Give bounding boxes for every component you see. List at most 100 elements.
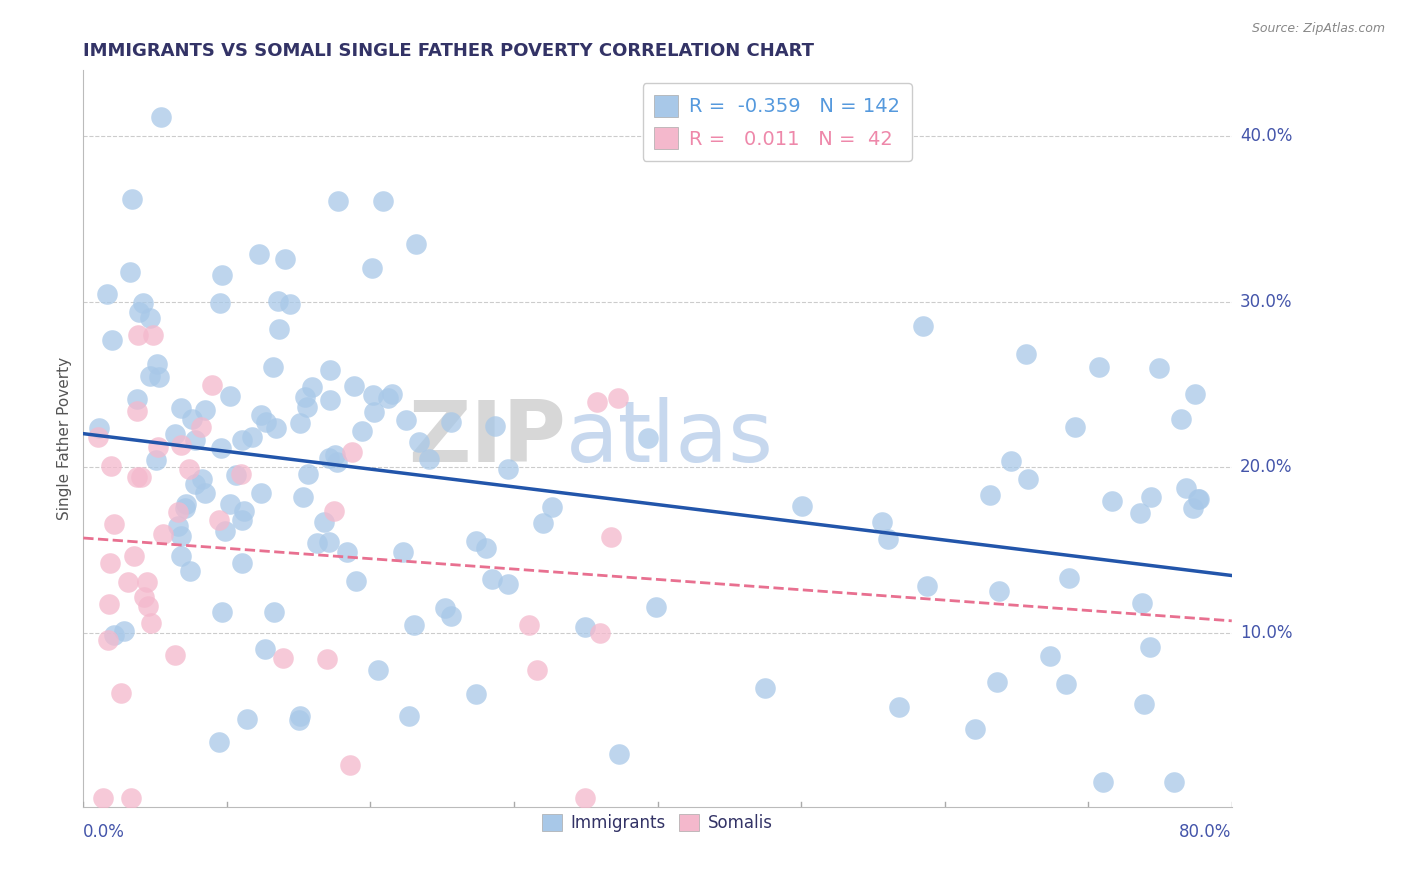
Point xyxy=(274,252,297,266)
Point xyxy=(574,791,596,805)
Point xyxy=(1139,640,1161,654)
Point xyxy=(1101,494,1123,508)
Point xyxy=(361,261,384,276)
Point xyxy=(1015,347,1038,361)
Point xyxy=(481,573,503,587)
Point xyxy=(754,681,776,696)
Point xyxy=(254,642,277,657)
Point xyxy=(1187,492,1209,507)
Point xyxy=(1188,491,1211,506)
Point xyxy=(125,469,148,483)
Point xyxy=(132,296,155,310)
Point xyxy=(98,557,121,571)
Point xyxy=(191,472,214,486)
Point xyxy=(118,264,141,278)
Point xyxy=(127,327,149,342)
Point xyxy=(326,194,349,208)
Point xyxy=(170,438,193,452)
Text: 40.0%: 40.0% xyxy=(1240,127,1292,145)
Point xyxy=(1140,490,1163,504)
Point xyxy=(402,618,425,632)
Point xyxy=(294,390,316,404)
Point xyxy=(790,500,813,514)
Point xyxy=(395,413,418,427)
Point xyxy=(408,434,430,449)
Point xyxy=(1092,775,1115,789)
Point xyxy=(148,369,170,384)
Point xyxy=(136,575,159,590)
Point xyxy=(219,497,242,511)
Point xyxy=(194,403,217,417)
Point xyxy=(301,379,323,393)
Point xyxy=(249,408,271,422)
Point xyxy=(606,391,628,405)
Point xyxy=(152,527,174,541)
Point xyxy=(266,294,288,309)
Point xyxy=(288,708,311,723)
Text: 30.0%: 30.0% xyxy=(1240,293,1292,310)
Point xyxy=(170,528,193,542)
Text: 10.0%: 10.0% xyxy=(1240,624,1292,642)
Point xyxy=(1163,775,1185,789)
Point xyxy=(273,651,295,665)
Point xyxy=(1170,412,1192,426)
Point xyxy=(323,504,346,518)
Point xyxy=(589,625,612,640)
Point xyxy=(208,512,231,526)
Point xyxy=(125,392,148,406)
Point xyxy=(373,194,395,209)
Point xyxy=(475,541,498,555)
Point xyxy=(517,618,540,632)
Point xyxy=(1054,676,1077,690)
Point xyxy=(484,419,506,434)
Point xyxy=(87,430,110,444)
Point xyxy=(352,425,374,439)
Point xyxy=(363,405,385,419)
Point xyxy=(207,735,229,749)
Point xyxy=(145,452,167,467)
Point xyxy=(307,536,329,550)
Point xyxy=(1129,507,1152,521)
Point xyxy=(1182,501,1205,516)
Point xyxy=(181,412,204,426)
Point xyxy=(377,391,399,405)
Point xyxy=(465,533,488,548)
Point xyxy=(262,359,284,374)
Point xyxy=(986,675,1008,690)
Point xyxy=(434,601,457,615)
Point xyxy=(876,532,898,546)
Point xyxy=(132,590,155,604)
Point xyxy=(96,287,118,301)
Point xyxy=(339,757,361,772)
Point xyxy=(110,686,132,700)
Point xyxy=(249,247,271,261)
Point xyxy=(607,747,630,761)
Point xyxy=(87,421,110,435)
Point xyxy=(231,513,253,527)
Point xyxy=(146,440,169,454)
Point xyxy=(163,648,186,662)
Point xyxy=(405,236,427,251)
Point xyxy=(398,709,420,723)
Point xyxy=(318,450,340,465)
Point xyxy=(169,549,191,563)
Point xyxy=(263,605,285,619)
Point xyxy=(870,515,893,529)
Point xyxy=(117,574,139,589)
Legend: Immigrants, Somalis: Immigrants, Somalis xyxy=(536,807,779,839)
Point xyxy=(139,368,162,383)
Point xyxy=(166,519,188,533)
Point xyxy=(1130,596,1153,610)
Y-axis label: Single Father Poverty: Single Father Poverty xyxy=(58,357,72,520)
Point xyxy=(194,486,217,500)
Point xyxy=(139,310,162,325)
Point xyxy=(250,486,273,500)
Text: 0.0%: 0.0% xyxy=(83,823,125,841)
Point xyxy=(91,791,114,805)
Point xyxy=(121,192,143,206)
Point xyxy=(292,490,315,504)
Point xyxy=(267,321,290,335)
Point xyxy=(170,401,193,415)
Point xyxy=(465,686,488,700)
Point xyxy=(418,452,440,467)
